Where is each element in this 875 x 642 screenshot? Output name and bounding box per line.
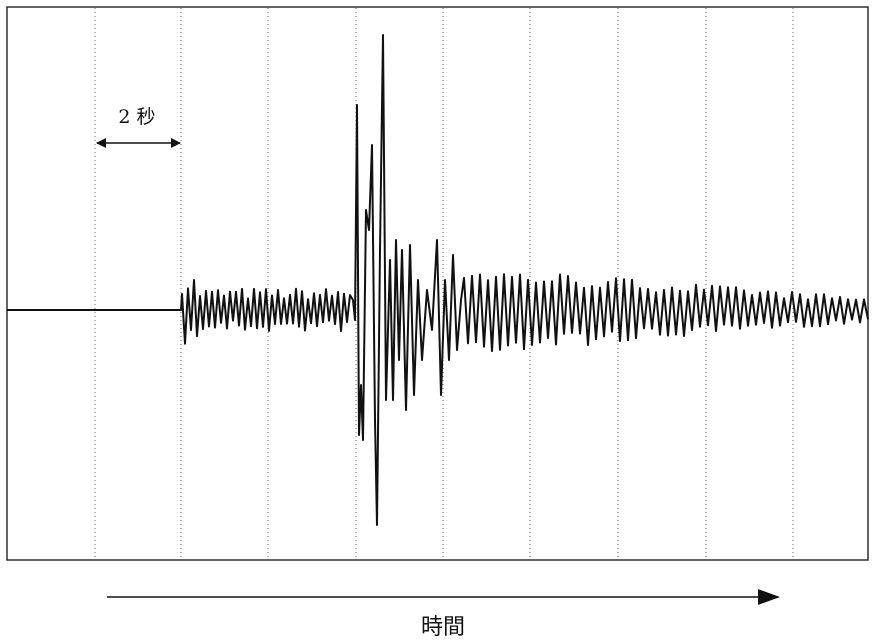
seismic-waveform xyxy=(7,34,869,526)
time-axis-label: 時間 xyxy=(421,615,465,640)
scale-label: 2 秒 xyxy=(118,106,155,128)
plot-frame xyxy=(6,6,869,561)
